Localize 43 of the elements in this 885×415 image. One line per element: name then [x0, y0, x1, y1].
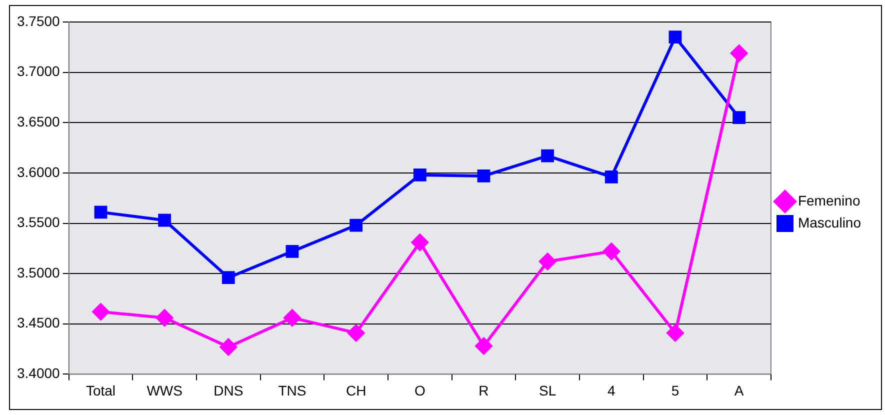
point	[604, 170, 618, 184]
x-tick-label: 4	[607, 382, 616, 398]
y-tick-label: 3.5500	[16, 214, 60, 230]
legend-label: Femenino	[798, 192, 860, 208]
point	[541, 149, 554, 162]
x-tick-label: WWS	[146, 382, 182, 398]
point	[284, 309, 301, 326]
point	[220, 338, 237, 356]
point	[411, 234, 428, 251]
x-tick-label: R	[478, 382, 489, 398]
point	[158, 214, 172, 227]
y-tick-label: 3.7000	[16, 63, 60, 80]
point	[666, 324, 684, 342]
point	[413, 168, 426, 182]
y-tick-label: 3.4500	[16, 314, 60, 331]
point	[475, 338, 492, 355]
x-tick-label: DNS	[214, 382, 244, 398]
point	[730, 44, 748, 62]
point	[477, 170, 490, 182]
point	[156, 309, 174, 326]
point	[602, 242, 620, 260]
point	[668, 30, 682, 44]
x-tick-label: A	[734, 382, 744, 398]
x-tick-label: CH	[346, 382, 366, 398]
x-tick-label: SL	[539, 382, 556, 398]
y-tick-label: 3.7500	[16, 12, 60, 29]
point	[539, 252, 556, 270]
x-tick-label: Total	[86, 382, 116, 398]
y-tick-label: 3.6500	[16, 113, 60, 130]
x-tick-label: TNS	[278, 382, 306, 398]
point	[92, 303, 110, 320]
legend-label: Masculino	[798, 214, 862, 230]
x-tick-label: 5	[671, 382, 680, 398]
y-tick-label: 3.6000	[16, 164, 60, 180]
x-tick-label: O	[414, 382, 426, 398]
y-tick-label: 3.4000	[16, 365, 60, 382]
y-tick-label: 3.5000	[16, 264, 60, 280]
point	[94, 206, 108, 219]
point	[732, 111, 746, 124]
point	[286, 244, 299, 258]
point	[222, 271, 235, 284]
point	[350, 218, 363, 232]
point	[348, 324, 365, 342]
